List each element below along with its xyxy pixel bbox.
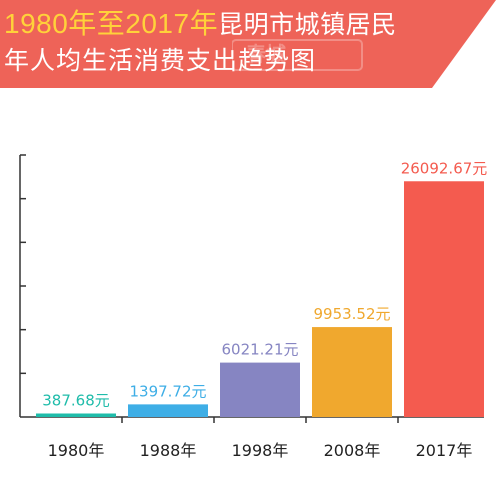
data-label: 9953.52元 xyxy=(313,305,390,323)
bar xyxy=(312,327,392,417)
title-line-1-rest: 昆明市城镇居民 xyxy=(218,10,397,39)
x-tick-label: 1998年 xyxy=(232,441,289,460)
data-label: 26092.67元 xyxy=(401,159,488,177)
watermark-text: 春城 xyxy=(246,42,286,66)
bar xyxy=(128,404,208,417)
bar xyxy=(404,181,484,417)
bar xyxy=(220,362,300,417)
title-line-2: 年人均生活消费支出趋势图 xyxy=(4,46,317,75)
data-label: 387.68元 xyxy=(42,391,110,409)
bar xyxy=(36,413,116,417)
banner-background xyxy=(0,0,496,88)
x-tick-label: 1980年 xyxy=(48,441,105,460)
x-tick-label: 2017年 xyxy=(416,441,473,460)
x-tick-label: 1988年 xyxy=(140,441,197,460)
watermark-logo: 春城 xyxy=(232,36,372,76)
title-banner: 春城 1980年至2017年昆明市城镇居民 年人均生活消费支出趋势图 xyxy=(0,0,496,88)
title-highlight: 1980年至2017年 xyxy=(4,8,219,39)
title-line-1: 1980年至2017年昆明市城镇居民 xyxy=(4,6,474,43)
data-label: 1397.72元 xyxy=(129,382,206,400)
data-label: 6021.21元 xyxy=(221,341,298,359)
x-tick-label: 2008年 xyxy=(324,441,381,460)
chart-title: 1980年至2017年昆明市城镇居民 年人均生活消费支出趋势图 xyxy=(4,6,474,79)
